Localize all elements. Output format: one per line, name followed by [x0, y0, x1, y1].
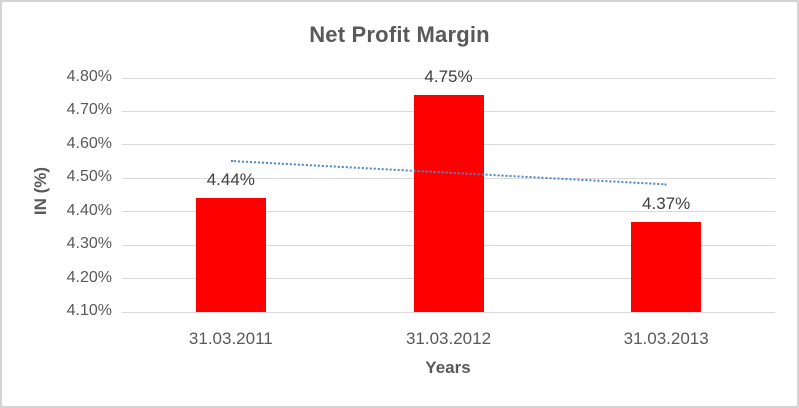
y-tick-label: 4.50% [66, 168, 112, 186]
data-label: 4.44% [206, 170, 255, 190]
x-tick-label: 31.03.2013 [623, 329, 709, 348]
y-tick-label: 4.40% [66, 201, 112, 219]
y-axis-title: IN (%) [31, 166, 50, 216]
gridline [122, 311, 775, 313]
gridline [122, 77, 775, 79]
x-tick-label: 31.03.2011 [188, 329, 273, 348]
y-tick-label: 4.80% [66, 68, 112, 85]
bar [195, 198, 266, 312]
x-axis-title: Years [425, 358, 471, 377]
data-label: 4.75% [424, 66, 473, 86]
bar [631, 221, 702, 312]
y-tick-label: 4.70% [66, 101, 112, 119]
y-tick-label: 4.30% [66, 235, 112, 253]
x-tick-label: 31.03.2012 [405, 329, 492, 348]
data-label: 4.37% [642, 193, 691, 213]
y-tick-label: 4.10% [66, 302, 112, 319]
bar [413, 94, 484, 312]
y-tick-label: 4.60% [66, 134, 112, 152]
y-tick-label: 4.20% [66, 268, 112, 286]
chart-title: Net Profit Margin [309, 22, 490, 47]
